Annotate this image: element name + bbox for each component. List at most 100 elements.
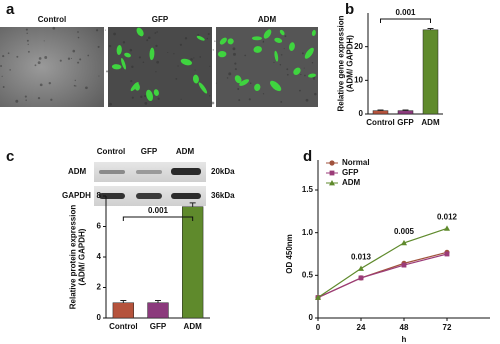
speck (67, 57, 71, 60)
speck (280, 54, 283, 56)
speck (24, 95, 27, 98)
speck (1, 75, 3, 77)
speck (155, 71, 157, 73)
annotation: 0.013 (351, 253, 372, 262)
marker (444, 225, 450, 231)
cell (180, 58, 192, 66)
speck (167, 52, 169, 54)
cell (192, 74, 199, 84)
cell (251, 36, 263, 41)
speck (311, 62, 314, 64)
speck (144, 102, 148, 105)
row-label: GAPDH (62, 191, 91, 200)
cell (227, 38, 234, 45)
annotation: 0.012 (437, 213, 458, 222)
size-label: 20kDa (211, 167, 235, 176)
y-tick-label: 0.5 (302, 270, 314, 279)
cell (239, 79, 250, 86)
speck (104, 29, 107, 31)
error-bar (120, 299, 127, 303)
y-tick-label: 10 (354, 75, 363, 84)
speck (74, 79, 76, 82)
bar (112, 302, 134, 319)
speck (122, 41, 126, 44)
cell (274, 37, 283, 43)
speck (109, 102, 112, 106)
y-tick-label: 0 (97, 313, 102, 322)
speck (194, 69, 196, 71)
band (136, 193, 162, 199)
cell (219, 37, 227, 45)
cell (293, 67, 301, 75)
band (171, 193, 201, 199)
speck (212, 49, 214, 51)
speck (59, 59, 62, 62)
cell (196, 35, 205, 41)
speck (16, 55, 19, 58)
speck (52, 26, 56, 30)
error-bar (427, 27, 434, 30)
speck (27, 50, 30, 53)
speck (2, 86, 5, 88)
cell (153, 89, 159, 96)
cell (146, 89, 154, 102)
speck (286, 73, 289, 76)
cell (149, 47, 155, 61)
error-bar (402, 109, 409, 111)
lane-label: Control (97, 147, 125, 156)
speck (50, 98, 53, 101)
bar (372, 110, 389, 115)
panel-label: b (345, 1, 354, 18)
speck (283, 48, 285, 50)
y-tick-label: 0 (309, 313, 314, 322)
x-tick-label: 0 (316, 323, 321, 332)
speck (313, 78, 315, 81)
cell (198, 82, 208, 94)
speck (2, 54, 5, 58)
cell (121, 57, 126, 70)
speck (262, 41, 265, 43)
y-axis-label: OD 450nm (285, 234, 294, 274)
speck (87, 54, 90, 57)
speck (234, 62, 237, 65)
legend-label: GFP (342, 168, 359, 177)
cell (234, 75, 242, 84)
speck (273, 61, 275, 64)
speck (37, 61, 41, 65)
speck (130, 79, 133, 83)
bar (422, 29, 439, 115)
legend-marker (329, 170, 335, 176)
speck (314, 92, 317, 96)
annotation: 0.001 (395, 8, 416, 17)
speck (154, 32, 157, 34)
speck (190, 58, 193, 61)
marker (401, 262, 407, 268)
lane-label: GFP (141, 147, 158, 156)
speck (184, 37, 188, 40)
speck (97, 45, 100, 48)
speck (9, 69, 11, 71)
speck (27, 43, 29, 46)
cell (130, 82, 139, 92)
speck (73, 84, 76, 87)
speck (215, 82, 217, 84)
band (99, 170, 125, 174)
speck (75, 85, 77, 87)
speck (155, 44, 158, 48)
western-blot: Control GFP ADM ADM GAPDH 20kDa 36kDa (62, 147, 235, 206)
speck (214, 40, 216, 42)
speck (305, 98, 309, 102)
speck (43, 40, 45, 42)
speck (157, 97, 160, 100)
x-axis-label: h (402, 335, 407, 344)
microscopy: Control GFP ADM (0, 15, 318, 107)
x-tick-label: 24 (357, 323, 366, 332)
cell (304, 47, 314, 59)
speck (237, 88, 240, 91)
speck (144, 94, 147, 98)
speck (72, 49, 76, 53)
cell (288, 42, 295, 51)
speck (25, 28, 28, 31)
x-tick-label: ADM (421, 118, 440, 127)
